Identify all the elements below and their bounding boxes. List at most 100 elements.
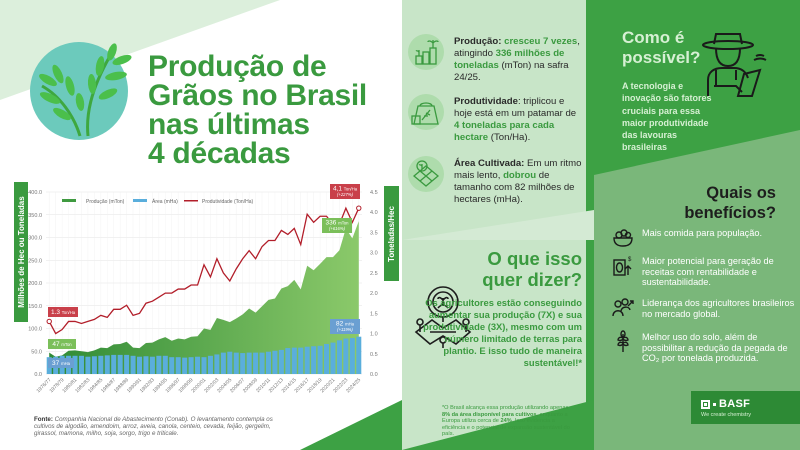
- annotation-box: [48, 358, 74, 368]
- meaning-title-line: quer dizer?: [482, 269, 582, 290]
- source-text: Companhia Nacional de Abastecimento (Con…: [34, 416, 273, 437]
- area-bar: [195, 356, 201, 374]
- grain-production-chart: Milhões de Hec ou Toneladas Toneladas/Hec…: [14, 182, 399, 394]
- y-tick-left: 50.0: [31, 349, 42, 355]
- area-bar: [349, 338, 355, 374]
- right-axis-label-box: [384, 186, 399, 281]
- benefit-text: Mais comida para população.: [642, 228, 763, 238]
- benefit-text: Melhor uso do solo, além de possibilitar…: [642, 332, 788, 364]
- annotation-box: [48, 307, 78, 317]
- area-bar: [246, 352, 252, 374]
- x-tick: 2024/25: [345, 377, 362, 394]
- footnote-text: *O Brasil alcança essa produção utilizan…: [442, 405, 569, 411]
- footnote-highlight: 24%: [500, 418, 512, 425]
- stat-text-part: : triplicou e hoje está em um patamar de: [454, 96, 577, 119]
- benefit-text: Liderança dos agricultores brasileiros n…: [642, 298, 795, 319]
- plant-sprout-icon: [39, 43, 132, 137]
- area-bar: [336, 340, 342, 374]
- benefits-title: Quais os benefícios?: [684, 183, 776, 223]
- left-axis-label: Milhões de Hec ou Toneladas: [17, 196, 26, 308]
- stat-text-part: Produção:: [454, 36, 505, 47]
- legend-swatch-production: [62, 199, 76, 202]
- footnote-text: enquanto a Europa utiliza cerca de: [442, 411, 568, 425]
- area-bar: [291, 347, 297, 374]
- how-section-background: [594, 0, 800, 175]
- stat-text-part: de tamanho com 82 milhões de hectares (m…: [454, 170, 575, 205]
- stat-text: Área Cultivada: Em um ritmo mais lento, …: [454, 158, 582, 206]
- area-bar: [356, 336, 362, 374]
- area-bar: [272, 350, 278, 374]
- area-bar: [78, 355, 84, 374]
- area-bar: [304, 346, 310, 374]
- area-bar: [298, 347, 304, 374]
- right-axis-label: Toneladas/Hec: [387, 206, 396, 262]
- source-note: Fonte: Companhia Nacional de Abastecimen…: [34, 416, 274, 437]
- area-bar: [124, 354, 130, 374]
- how-title: Como é possível?: [622, 28, 700, 68]
- legend-label: Produtividade (Ton/Ha): [202, 199, 253, 205]
- map-pin-plant-icon: [414, 286, 472, 348]
- mid-divider-shape: [402, 210, 594, 240]
- annotation-box: [322, 218, 352, 233]
- title-line: nas últimas: [148, 108, 310, 141]
- y-tick-left: 100.0: [28, 327, 42, 333]
- mid-corner-triangle: [402, 400, 594, 450]
- legend-swatch-productivity: [184, 200, 198, 202]
- area-bar: [72, 355, 78, 374]
- area-bar: [156, 355, 162, 374]
- benefits-title-line: Quais os: [706, 184, 776, 202]
- area-bar: [98, 355, 104, 374]
- y-tick-left: 400.0: [28, 190, 42, 196]
- how-title-line: possível?: [622, 48, 701, 67]
- stat-text-part: (mTon) na safra 24/25.: [454, 60, 569, 83]
- area-bar: [162, 355, 168, 374]
- meaning-title-line: O que isso: [487, 248, 582, 269]
- basf-wordmark: BASF: [701, 398, 750, 410]
- how-title-line: Como é: [622, 28, 685, 47]
- meaning-title: O que isso quer dizer?: [442, 248, 582, 290]
- area-bar: [85, 356, 91, 374]
- how-body: A tecnologia e inovação são fatores cruc…: [622, 81, 712, 153]
- area-bar: [169, 357, 175, 374]
- area-bar: [343, 338, 349, 374]
- basf-dot-icon: [713, 402, 716, 406]
- annotation-sub: (+227%): [337, 192, 354, 197]
- area-bar: [317, 345, 323, 374]
- area-bar: [136, 356, 143, 374]
- area-bar: [285, 348, 291, 374]
- legend-label: Produção (mTon): [86, 199, 125, 205]
- y-tick-right: 3.0: [370, 251, 378, 257]
- wheat-icon: [612, 330, 634, 352]
- annotation-label: 336 mTon: [326, 220, 350, 227]
- field-plots-icon: [408, 156, 444, 192]
- area-bar: [227, 351, 233, 374]
- food-bowl-icon: [612, 226, 634, 248]
- basf-square-icon: [701, 399, 710, 409]
- y-tick-right: 0.5: [370, 352, 378, 358]
- footnote-text: . Isso evidencia a eficiência e o potenc…: [442, 418, 570, 438]
- y-tick-left: 200.0: [28, 281, 42, 287]
- revenue-growth-icon: $: [612, 254, 634, 276]
- meaning-body: Os agricultores estão conseguindo aument…: [423, 297, 582, 368]
- area-bar: [91, 356, 97, 374]
- stats-panel: Produção: cresceu 7 vezes, atingindo 336…: [402, 0, 594, 450]
- growth-plant-icon: [408, 34, 444, 70]
- title-line: Grãos no Brasil: [148, 79, 367, 112]
- area-bar: [278, 349, 284, 374]
- area-bar: [220, 352, 226, 374]
- y-tick-right: 0.0: [370, 372, 378, 378]
- area-bar: [117, 354, 123, 374]
- y-tick-left: 300.0: [28, 236, 42, 242]
- stat-text-part: 336 milhões de toneladas: [454, 48, 565, 71]
- annotation-box: [330, 184, 360, 199]
- y-tick-right: 3.5: [370, 230, 378, 236]
- y-tick-right: 2.5: [370, 271, 378, 277]
- area-bar: [207, 355, 213, 374]
- area-bar: [188, 357, 194, 374]
- area-bar: [259, 352, 265, 374]
- benefit-text: Maior potencial para geração de receitas…: [642, 256, 774, 288]
- line-marker: [356, 205, 362, 211]
- y-tick-left: 0.0: [34, 372, 42, 378]
- line-marker: [46, 318, 52, 325]
- y-tick-left: 350.0: [28, 213, 42, 219]
